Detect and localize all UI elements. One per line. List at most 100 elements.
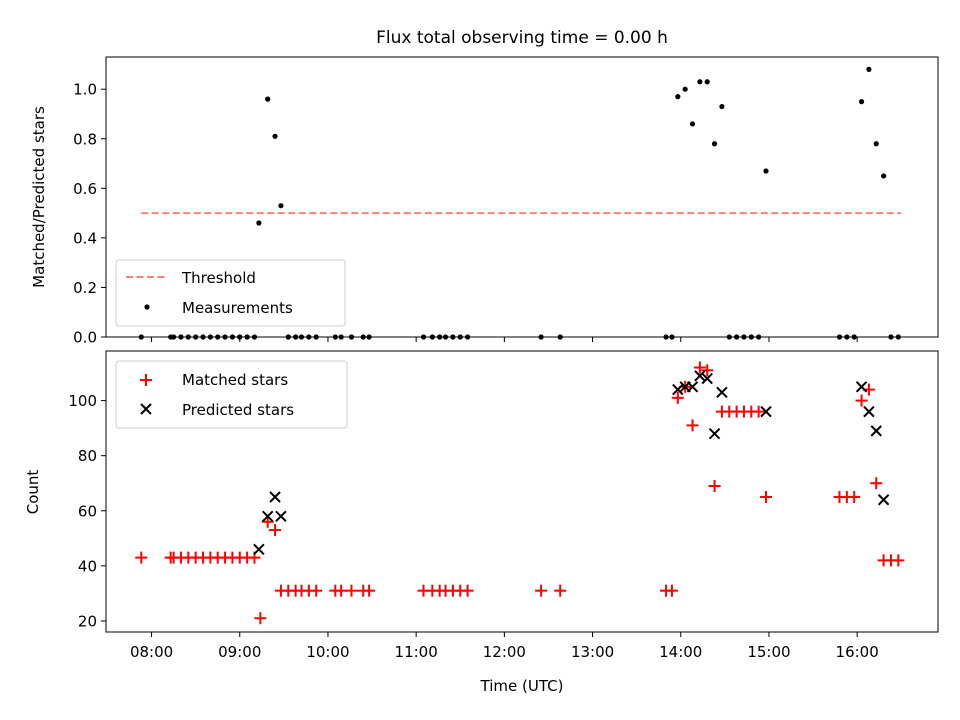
legend-threshold-label: Threshold bbox=[181, 269, 256, 287]
legend-predicted-label: Predicted stars bbox=[182, 401, 294, 419]
matched-star-point bbox=[363, 584, 376, 597]
matched-star-point bbox=[254, 612, 267, 625]
top-x-ticks bbox=[151, 337, 858, 342]
y-tick-label: 80 bbox=[78, 447, 97, 465]
matched-star-point bbox=[310, 584, 323, 597]
measurement-point bbox=[272, 133, 278, 139]
y-tick-label: 0.8 bbox=[73, 130, 97, 148]
predicted-star-point bbox=[870, 425, 882, 437]
x-tick-label: 11:00 bbox=[395, 643, 438, 661]
top-legend-box bbox=[115, 259, 346, 327]
measurement-point bbox=[711, 141, 718, 147]
predicted-star-point bbox=[672, 383, 684, 396]
y-tick-label: 40 bbox=[78, 557, 97, 575]
measurement-point bbox=[873, 141, 879, 147]
bottom-x-ticks: 08:00 09:00 10:00 11:00 12:00 13:00 14:00 15:00… bbox=[130, 632, 879, 661]
matched-star-point bbox=[892, 554, 905, 567]
legend-predicted-swatch bbox=[140, 403, 152, 415]
measurement-point bbox=[278, 203, 284, 209]
y-tick-label: 60 bbox=[78, 502, 97, 520]
y-tick-label: 1.0 bbox=[73, 81, 97, 99]
x-tick-label: 08:00 bbox=[130, 643, 173, 661]
matched-star-point bbox=[335, 584, 348, 597]
measurement-point bbox=[763, 168, 769, 174]
matched-star-point bbox=[554, 584, 567, 597]
predicted-star-point bbox=[760, 405, 772, 418]
y-tick-label: 20 bbox=[78, 612, 97, 630]
predicted-star-point bbox=[877, 494, 890, 506]
matched-star-point bbox=[686, 419, 699, 432]
y-tick-label: 0.4 bbox=[73, 229, 97, 247]
legend-measurements-label: Measurements bbox=[182, 299, 293, 317]
measurement-point bbox=[682, 86, 688, 92]
y-tick-label: 0.6 bbox=[73, 180, 97, 198]
predicted-star-point bbox=[701, 372, 713, 385]
top-y-axis-label: Matched/Predicted stars bbox=[30, 106, 48, 288]
measurement-point bbox=[265, 96, 271, 102]
matched-star-point bbox=[461, 584, 474, 597]
matched-star-point bbox=[701, 364, 714, 377]
x-tick-label: 13:00 bbox=[571, 643, 614, 661]
bottom-x-axis-label: Time (UTC) bbox=[480, 677, 564, 695]
matched-star-point bbox=[760, 491, 773, 504]
bottom-axes-frame bbox=[105, 350, 939, 633]
x-tick-label: 12:00 bbox=[483, 643, 526, 661]
measurement-point bbox=[256, 220, 262, 226]
measurement-point bbox=[689, 121, 696, 127]
legend-matched-swatch bbox=[140, 374, 152, 386]
matched-star-point bbox=[135, 551, 148, 564]
predicted-star-point bbox=[855, 381, 868, 393]
measurement-point bbox=[675, 94, 681, 100]
matched-star-point bbox=[261, 515, 274, 528]
predicted-star-point bbox=[686, 381, 699, 393]
predicted-star-point bbox=[253, 543, 265, 556]
matched-star-point bbox=[848, 491, 861, 504]
matched-star-point bbox=[870, 477, 883, 490]
top-plot-area: 0.0 0.2 0.4 0.6 0.8 1.0 Matched/Predicted sta… bbox=[30, 56, 939, 347]
matched-star-point bbox=[752, 405, 765, 418]
predicted-star-point bbox=[275, 510, 287, 523]
predicted-star-point bbox=[716, 386, 728, 399]
x-tick-label: 16:00 bbox=[836, 643, 879, 661]
x-tick-label: 15:00 bbox=[747, 643, 790, 661]
matched-star-point bbox=[855, 394, 868, 407]
matched-star-point bbox=[693, 361, 706, 374]
y-tick-label: 0.2 bbox=[73, 279, 97, 297]
predicted-star-point bbox=[708, 427, 721, 440]
x-tick-label: 10:00 bbox=[306, 643, 349, 661]
predicted-star-point bbox=[269, 491, 281, 503]
bottom-legend-box bbox=[115, 360, 348, 429]
y-tick-label: 0.0 bbox=[73, 329, 97, 347]
predicted-star-point bbox=[694, 370, 706, 382]
bottom-data-layer bbox=[135, 361, 905, 625]
bottom-legend: Matched stars Predicted stars bbox=[115, 360, 348, 429]
legend-matched-label: Matched stars bbox=[182, 371, 288, 389]
top-y-ticks: 0.0 0.2 0.4 0.6 0.8 1.0 bbox=[73, 81, 106, 347]
top-axes-frame bbox=[105, 56, 939, 338]
measurement-point bbox=[719, 103, 725, 110]
bottom-y-axis-label: Count bbox=[24, 470, 42, 515]
matched-star-point bbox=[708, 479, 721, 492]
matched-star-point bbox=[269, 524, 282, 537]
matched-star-point bbox=[345, 584, 358, 597]
y-tick-label: 100 bbox=[68, 392, 97, 410]
predicted-star-point bbox=[863, 405, 875, 418]
matched-star-point bbox=[671, 391, 684, 404]
measurement-point bbox=[866, 66, 872, 72]
top-chart-title: Flux total observing time = 0.00 h bbox=[376, 28, 668, 48]
bottom-plot-area: 20 40 60 80 100 08:00 09:00 10:00 11:00 12:00 13:… bbox=[24, 350, 939, 695]
matched-star-point bbox=[665, 584, 678, 597]
top-legend: Threshold Measurements bbox=[115, 259, 346, 327]
measurement-point bbox=[697, 79, 703, 85]
measurement-point bbox=[858, 99, 865, 105]
x-tick-label: 14:00 bbox=[659, 643, 702, 661]
legend-measurements-swatch bbox=[144, 304, 150, 310]
x-tick-label: 09:00 bbox=[218, 643, 261, 661]
measurement-point bbox=[881, 173, 887, 179]
bottom-y-ticks: 20 40 60 80 100 bbox=[68, 392, 106, 630]
measurement-point bbox=[704, 79, 710, 85]
predicted-star-point bbox=[261, 510, 274, 523]
matched-star-point bbox=[535, 584, 548, 597]
